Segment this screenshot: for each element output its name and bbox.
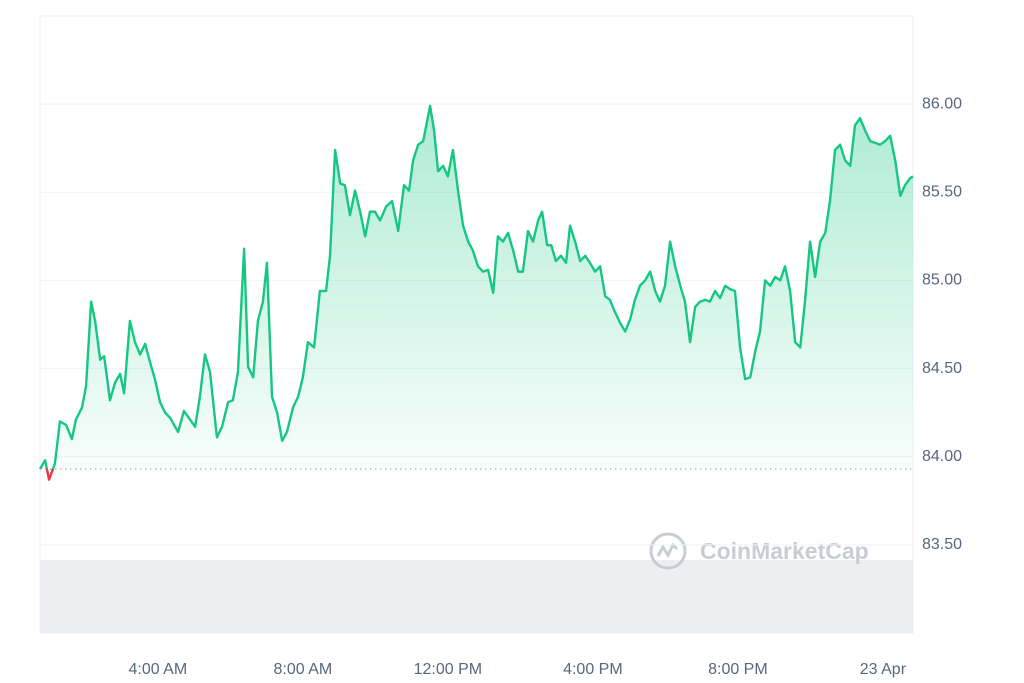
watermark: CoinMarketCap bbox=[700, 538, 869, 564]
x-tick-label: 4:00 AM bbox=[128, 661, 187, 678]
x-tick-label: 8:00 PM bbox=[708, 661, 768, 678]
y-tick-label: 84.50 bbox=[922, 360, 962, 377]
x-tick-label: 23 Apr bbox=[860, 661, 907, 678]
volume-area bbox=[40, 560, 913, 633]
y-tick-label: 84.00 bbox=[922, 448, 962, 465]
y-tick-label: 85.00 bbox=[922, 272, 962, 289]
x-tick-label: 4:00 PM bbox=[563, 661, 623, 678]
price-area bbox=[40, 105, 913, 480]
y-tick-label: 86.00 bbox=[922, 95, 962, 112]
x-tick-label: 8:00 AM bbox=[273, 661, 332, 678]
y-tick-label: 85.50 bbox=[922, 184, 962, 201]
watermark-logo bbox=[649, 532, 687, 570]
x-tick-label: 12:00 PM bbox=[414, 661, 482, 678]
price-line bbox=[38, 104, 914, 481]
y-tick-label: 83.50 bbox=[922, 536, 962, 553]
